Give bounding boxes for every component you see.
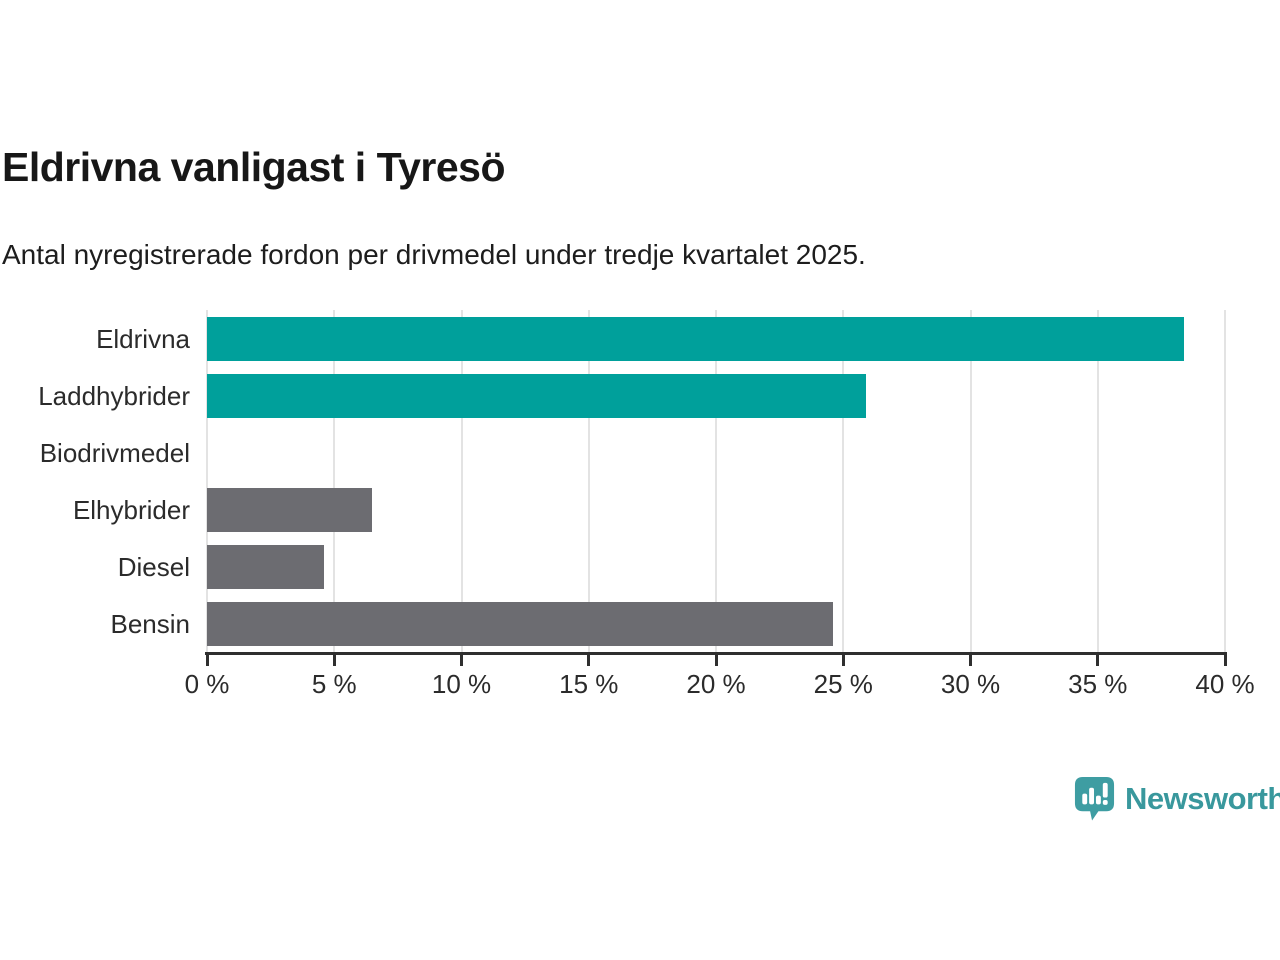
chart-subtitle: Antal nyregistrerade fordon per drivmede… bbox=[2, 239, 866, 270]
newsworthy-logo-icon bbox=[1074, 777, 1115, 821]
x-tick-label: 35 % bbox=[1068, 669, 1128, 699]
category-label: Biodrivmedel bbox=[39, 437, 190, 468]
bar-eldrivna bbox=[207, 316, 1185, 361]
category-label: Elhybrider bbox=[72, 495, 190, 526]
x-tick-label: 25 % bbox=[813, 669, 873, 699]
category-label: Bensin bbox=[110, 609, 191, 640]
x-tick-label: 15 % bbox=[559, 669, 619, 699]
x-tick-label: 10 % bbox=[431, 669, 492, 699]
x-tick-label: 0 % bbox=[184, 669, 230, 699]
x-axis-tick bbox=[205, 652, 209, 666]
category-label: Laddhybrider bbox=[38, 380, 190, 411]
newsworthy-wordmark: Newsworthy bbox=[1125, 780, 1280, 816]
bar-bensin bbox=[207, 602, 834, 647]
plot-area bbox=[206, 310, 1226, 653]
gridline bbox=[715, 310, 717, 653]
gridline bbox=[969, 310, 972, 653]
x-tick-label: 40 % bbox=[1195, 669, 1255, 699]
category-labels: Eldrivna Laddhybrider Biodrivmedel Elhybrid… bbox=[0, 310, 190, 653]
gridline bbox=[1096, 310, 1099, 653]
bar-elhybrider bbox=[207, 488, 373, 533]
x-axis-tick bbox=[714, 652, 718, 666]
gridline bbox=[333, 310, 336, 653]
newsworthy-brand: Newsworthy bbox=[1073, 775, 1280, 822]
x-axis-tick bbox=[460, 652, 463, 666]
x-axis-tick bbox=[1223, 652, 1227, 666]
chart-title: Eldrivna vanligast i Tyresö bbox=[2, 144, 505, 190]
x-axis-tick bbox=[1096, 652, 1100, 666]
bar-laddhybrider bbox=[207, 373, 867, 418]
x-axis-tick bbox=[841, 652, 845, 666]
bar-diesel bbox=[207, 545, 325, 590]
gridline bbox=[842, 310, 845, 653]
x-tick-label: 5 % bbox=[311, 669, 357, 699]
gridline bbox=[1224, 310, 1226, 653]
x-tick-label: 20 % bbox=[686, 669, 746, 699]
x-tick-label: 30 % bbox=[940, 669, 1001, 699]
x-axis-tick bbox=[587, 652, 591, 666]
category-label: Eldrivna bbox=[96, 323, 190, 354]
x-axis-tick bbox=[332, 652, 336, 666]
category-label: Diesel bbox=[117, 552, 190, 583]
gridline bbox=[206, 310, 208, 653]
gridline bbox=[460, 310, 463, 653]
x-axis-tick bbox=[969, 652, 972, 666]
gridline bbox=[587, 310, 590, 653]
